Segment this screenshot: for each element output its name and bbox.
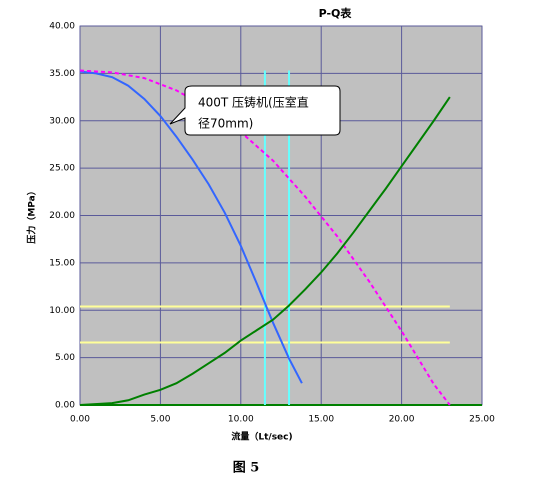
annotation: 径70mm) [198,117,253,131]
series-line [79,70,303,384]
series-line [79,69,451,406]
x-tick-label: 5.00 [150,415,170,425]
y-tick-label: 10.00 [49,306,75,316]
y-axis-label: 压力（MPa） [26,186,38,243]
y-tick-label: 40.00 [49,22,75,32]
y-tick-label: 5.00 [55,353,75,363]
x-axis-label: 流量（Lt/sec) [231,431,292,443]
x-tick-label: 25.00 [469,415,495,425]
y-tick-label: 20.00 [49,211,75,221]
y-tick-label: 35.00 [49,69,75,79]
x-tick-label: 20.00 [389,415,415,425]
x-tick-label: 15.00 [308,415,334,425]
chart-title: P-Q表 [319,6,353,20]
annotation: 400T 压铸机(压室直 [198,95,309,110]
y-tick-label: 25.00 [49,164,75,174]
x-tick-label: 10.00 [228,415,254,425]
series-line [79,96,451,406]
caption: 图 5 [233,461,260,476]
x-tick-label: 0.00 [70,415,90,425]
y-tick-label: 0.00 [55,401,75,411]
callout-box [169,85,341,136]
y-tick-label: 15.00 [49,258,75,268]
y-tick-label: 30.00 [49,116,75,126]
